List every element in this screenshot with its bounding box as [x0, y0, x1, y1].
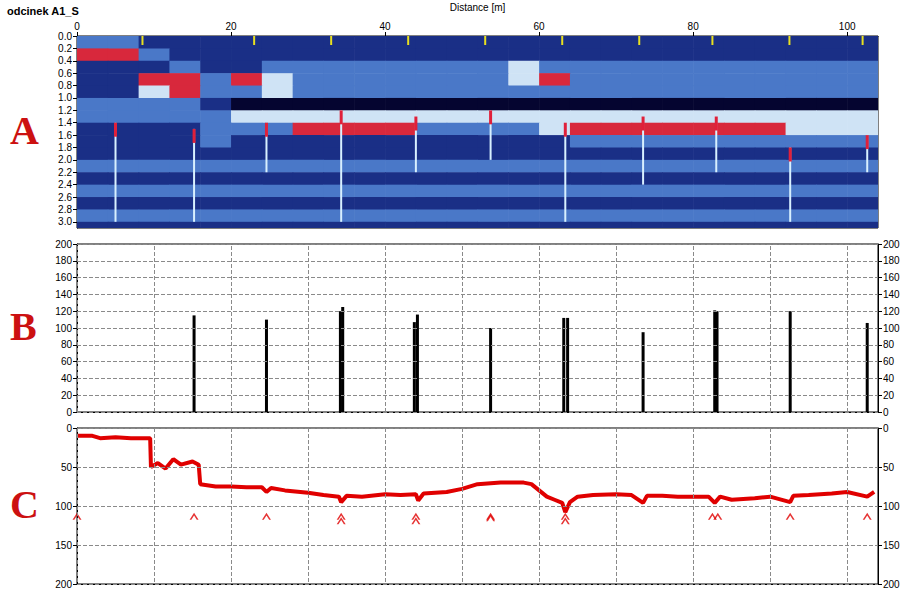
svg-text:20: 20 [225, 21, 237, 32]
svg-text:0.4: 0.4 [58, 55, 72, 66]
svg-text:120: 120 [883, 306, 900, 317]
svg-text:0.0: 0.0 [58, 31, 72, 42]
svg-text:60: 60 [883, 356, 895, 367]
svg-text:160: 160 [883, 272, 900, 283]
svg-text:B: B [10, 304, 37, 349]
svg-text:20: 20 [883, 390, 895, 401]
svg-text:200: 200 [883, 239, 900, 250]
svg-text:2.4: 2.4 [58, 179, 72, 190]
svg-text:140: 140 [883, 289, 900, 300]
svg-text:C: C [10, 482, 39, 527]
svg-text:40: 40 [61, 373, 73, 384]
svg-text:160: 160 [55, 272, 72, 283]
svg-text:2.8: 2.8 [58, 204, 72, 215]
svg-text:200: 200 [55, 239, 72, 250]
svg-text:0: 0 [883, 407, 889, 418]
svg-text:1.6: 1.6 [58, 130, 72, 141]
svg-text:2.2: 2.2 [58, 167, 72, 178]
svg-text:40: 40 [380, 21, 392, 32]
svg-text:odcinek A1_S: odcinek A1_S [7, 5, 79, 17]
svg-text:100: 100 [883, 323, 900, 334]
svg-text:0.8: 0.8 [58, 80, 72, 91]
svg-text:120: 120 [55, 306, 72, 317]
svg-text:20: 20 [61, 390, 73, 401]
svg-text:60: 60 [61, 356, 73, 367]
svg-text:150: 150 [883, 540, 900, 551]
svg-text:50: 50 [61, 462, 73, 473]
svg-text:150: 150 [55, 540, 72, 551]
svg-text:1.2: 1.2 [58, 105, 72, 116]
svg-text:200: 200 [883, 579, 900, 590]
svg-text:80: 80 [688, 21, 700, 32]
svg-text:60: 60 [534, 21, 546, 32]
svg-text:200: 200 [55, 579, 72, 590]
svg-text:140: 140 [55, 289, 72, 300]
svg-text:2.6: 2.6 [58, 192, 72, 203]
svg-text:1.4: 1.4 [58, 117, 72, 128]
svg-text:180: 180 [883, 255, 900, 266]
svg-text:100: 100 [839, 21, 856, 32]
svg-text:100: 100 [55, 323, 72, 334]
svg-text:0: 0 [883, 423, 889, 434]
svg-text:100: 100 [883, 501, 900, 512]
svg-text:0.6: 0.6 [58, 68, 72, 79]
svg-text:0: 0 [66, 423, 72, 434]
svg-text:100: 100 [55, 501, 72, 512]
svg-text:1.0: 1.0 [58, 92, 72, 103]
svg-text:80: 80 [883, 339, 895, 350]
svg-text:A: A [10, 108, 39, 153]
svg-text:80: 80 [61, 339, 73, 350]
svg-text:2.0: 2.0 [58, 154, 72, 165]
svg-text:0: 0 [74, 21, 80, 32]
svg-text:1.8: 1.8 [58, 142, 72, 153]
svg-text:0: 0 [66, 407, 72, 418]
svg-text:3.0: 3.0 [58, 216, 72, 227]
svg-text:50: 50 [883, 462, 895, 473]
svg-text:40: 40 [883, 373, 895, 384]
svg-text:0.2: 0.2 [58, 43, 72, 54]
svg-text:180: 180 [55, 255, 72, 266]
svg-text:Distance [m]: Distance [m] [450, 2, 506, 13]
